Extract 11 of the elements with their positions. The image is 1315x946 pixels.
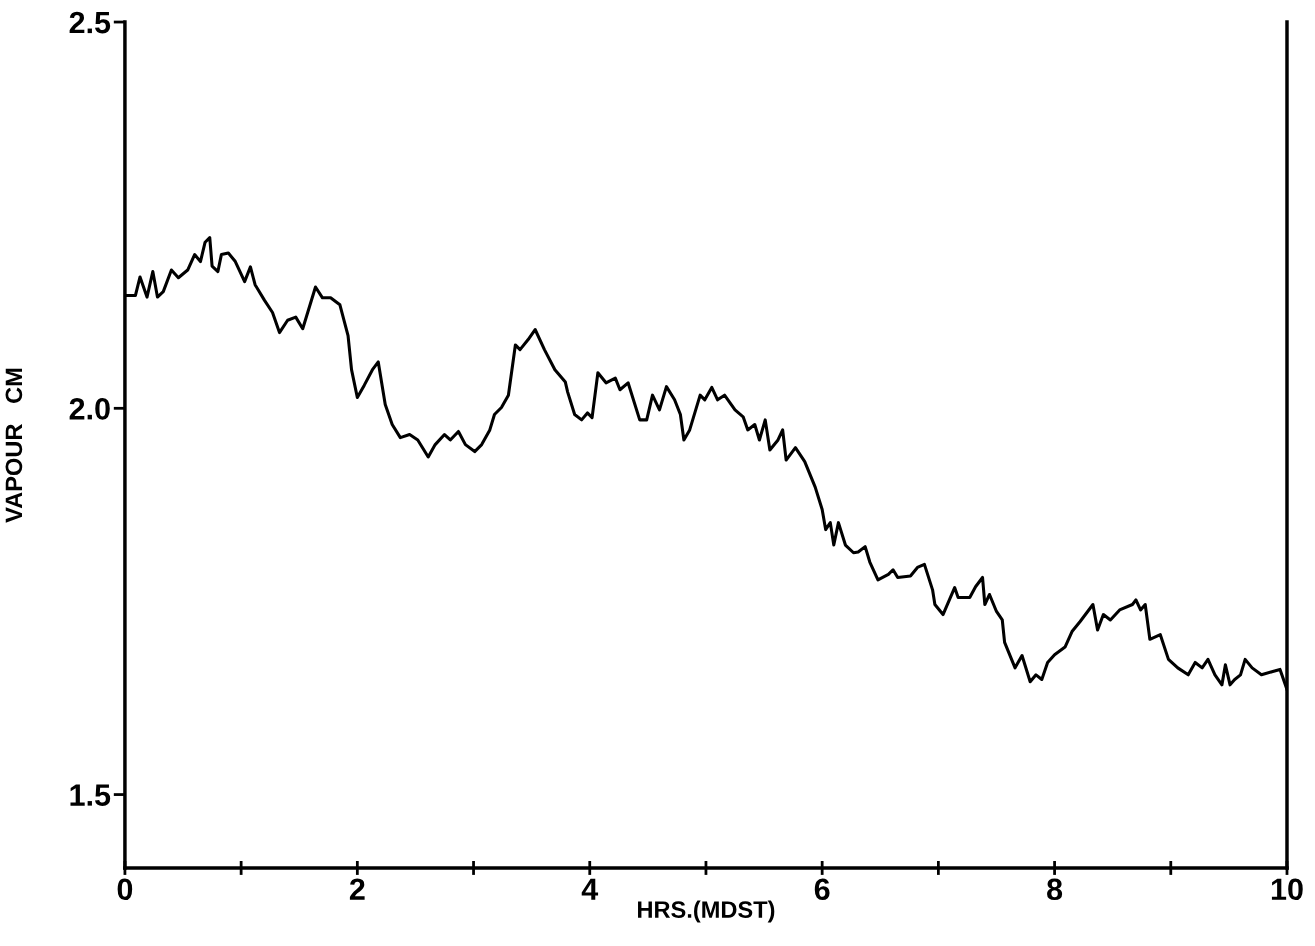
x-tick-label: 2 xyxy=(349,878,365,900)
x-tick-label: 6 xyxy=(814,878,830,901)
y-tick-label: 2.0 xyxy=(69,398,110,420)
x-axis-title: HRS.(MDST) xyxy=(638,900,775,923)
y-tick-label: 1.5 xyxy=(70,784,111,806)
y-axis-title: VAPOUR CM xyxy=(5,368,23,523)
x-tick-label: 4 xyxy=(581,878,599,900)
y-tick-label: 2.5 xyxy=(69,11,111,34)
x-tick-label: 10 xyxy=(1271,878,1303,901)
x-tick-label: 8 xyxy=(1047,878,1063,901)
x-tick-label: 0 xyxy=(117,878,133,901)
